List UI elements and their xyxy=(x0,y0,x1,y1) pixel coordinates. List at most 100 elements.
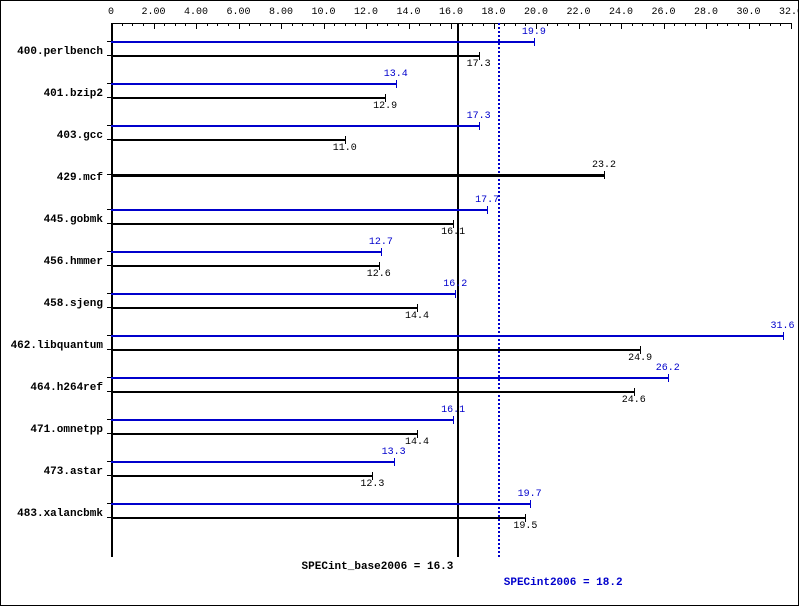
bar-value-label: 17.3 xyxy=(467,111,491,122)
bar-value-label: 12.6 xyxy=(367,269,391,280)
x-tick-label: 28.0 xyxy=(694,7,718,18)
benchmark-label: 483.xalancbmk xyxy=(1,508,103,520)
benchmark-label: 473.astar xyxy=(1,466,103,478)
x-tick-major xyxy=(494,23,495,29)
x-tick-minor xyxy=(430,23,431,26)
bar-end-tick xyxy=(668,374,669,382)
bar-value-label: 14.4 xyxy=(405,311,429,322)
y-tick xyxy=(107,223,111,224)
x-tick-minor xyxy=(685,23,686,26)
x-tick-major xyxy=(579,23,580,29)
x-tick-minor xyxy=(780,23,781,26)
x-tick-minor xyxy=(207,23,208,26)
x-tick-label: 32.0 xyxy=(779,7,799,18)
x-tick-minor xyxy=(674,23,675,26)
x-tick-major xyxy=(664,23,665,29)
x-tick-major xyxy=(706,23,707,29)
y-tick xyxy=(107,251,111,252)
bar-end-tick xyxy=(455,290,456,298)
reference-label: SPECint_base2006 = 16.3 xyxy=(277,561,453,573)
x-tick-minor xyxy=(557,23,558,26)
x-tick-minor xyxy=(249,23,250,26)
bar xyxy=(111,83,396,85)
bar-value-label: 16.2 xyxy=(443,279,467,290)
bar-value-label: 12.7 xyxy=(369,237,393,248)
x-tick-minor xyxy=(632,23,633,26)
bar-value-label: 16.1 xyxy=(441,405,465,416)
x-tick-minor xyxy=(122,23,123,26)
bar xyxy=(111,139,345,141)
y-tick xyxy=(107,377,111,378)
bar xyxy=(111,349,640,351)
bar-end-tick xyxy=(487,206,488,214)
x-tick-label: 6.00 xyxy=(226,7,250,18)
bar xyxy=(111,391,634,393)
x-tick-minor xyxy=(143,23,144,26)
x-tick-label: 30.0 xyxy=(736,7,760,18)
benchmark-label: 456.hmmer xyxy=(1,256,103,268)
x-tick-major xyxy=(749,23,750,29)
x-tick-label: 26.0 xyxy=(651,7,675,18)
benchmark-label: 471.omnetpp xyxy=(1,424,103,436)
bar-end-tick xyxy=(604,171,605,179)
x-tick-minor xyxy=(164,23,165,26)
bar xyxy=(111,293,455,295)
bar-value-label: 16.1 xyxy=(441,227,465,238)
bar xyxy=(111,475,372,477)
bar xyxy=(111,97,385,99)
bar-value-label: 19.7 xyxy=(518,489,542,500)
x-tick-label: 22.0 xyxy=(566,7,590,18)
benchmark-label: 400.perlbench xyxy=(1,46,103,58)
x-tick-label: 14.0 xyxy=(396,7,420,18)
x-tick-minor xyxy=(770,23,771,26)
x-tick-minor xyxy=(462,23,463,26)
spec-chart: 02.004.006.008.0010.012.014.016.018.020.… xyxy=(0,0,799,606)
x-tick-minor xyxy=(228,23,229,26)
benchmark-label: 445.gobmk xyxy=(1,214,103,226)
bar xyxy=(111,55,479,57)
bar-value-label: 13.4 xyxy=(384,69,408,80)
benchmark-label: 458.sjeng xyxy=(1,298,103,310)
bar-end-tick xyxy=(381,248,382,256)
y-tick xyxy=(107,335,111,336)
bar xyxy=(111,377,668,379)
y-tick xyxy=(107,41,111,42)
x-tick-minor xyxy=(355,23,356,26)
x-tick-major xyxy=(154,23,155,29)
x-tick-label: 10.0 xyxy=(311,7,335,18)
x-tick-major xyxy=(281,23,282,29)
x-tick-minor xyxy=(653,23,654,26)
x-tick-minor xyxy=(185,23,186,26)
benchmark-label: 462.libquantum xyxy=(1,340,103,352)
bar xyxy=(111,41,534,43)
bar-value-label: 19.5 xyxy=(513,521,537,532)
x-tick-minor xyxy=(345,23,346,26)
y-tick xyxy=(107,503,111,504)
bar xyxy=(111,517,525,519)
bar-value-label: 14.4 xyxy=(405,437,429,448)
bar-end-tick xyxy=(394,458,395,466)
x-tick-minor xyxy=(217,23,218,26)
y-tick xyxy=(107,517,111,518)
bar-value-label: 31.6 xyxy=(771,321,795,332)
y-tick xyxy=(107,307,111,308)
x-tick-label: 12.0 xyxy=(354,7,378,18)
x-tick-label: 0 xyxy=(108,7,114,18)
x-tick-minor xyxy=(525,23,526,26)
bar-end-tick xyxy=(783,332,784,340)
bar-end-tick xyxy=(534,38,535,46)
bar xyxy=(111,503,530,505)
x-tick-minor xyxy=(132,23,133,26)
x-tick-minor xyxy=(398,23,399,26)
x-tick-label: 20.0 xyxy=(524,7,548,18)
x-tick-minor xyxy=(175,23,176,26)
x-tick-label: 24.0 xyxy=(609,7,633,18)
benchmark-label: 429.mcf xyxy=(1,172,103,184)
x-tick-major xyxy=(324,23,325,29)
x-tick-minor xyxy=(610,23,611,26)
bar-value-label: 17.7 xyxy=(475,195,499,206)
bar xyxy=(111,174,604,177)
y-tick xyxy=(107,83,111,84)
y-tick xyxy=(107,461,111,462)
bar-value-label: 12.9 xyxy=(373,101,397,112)
